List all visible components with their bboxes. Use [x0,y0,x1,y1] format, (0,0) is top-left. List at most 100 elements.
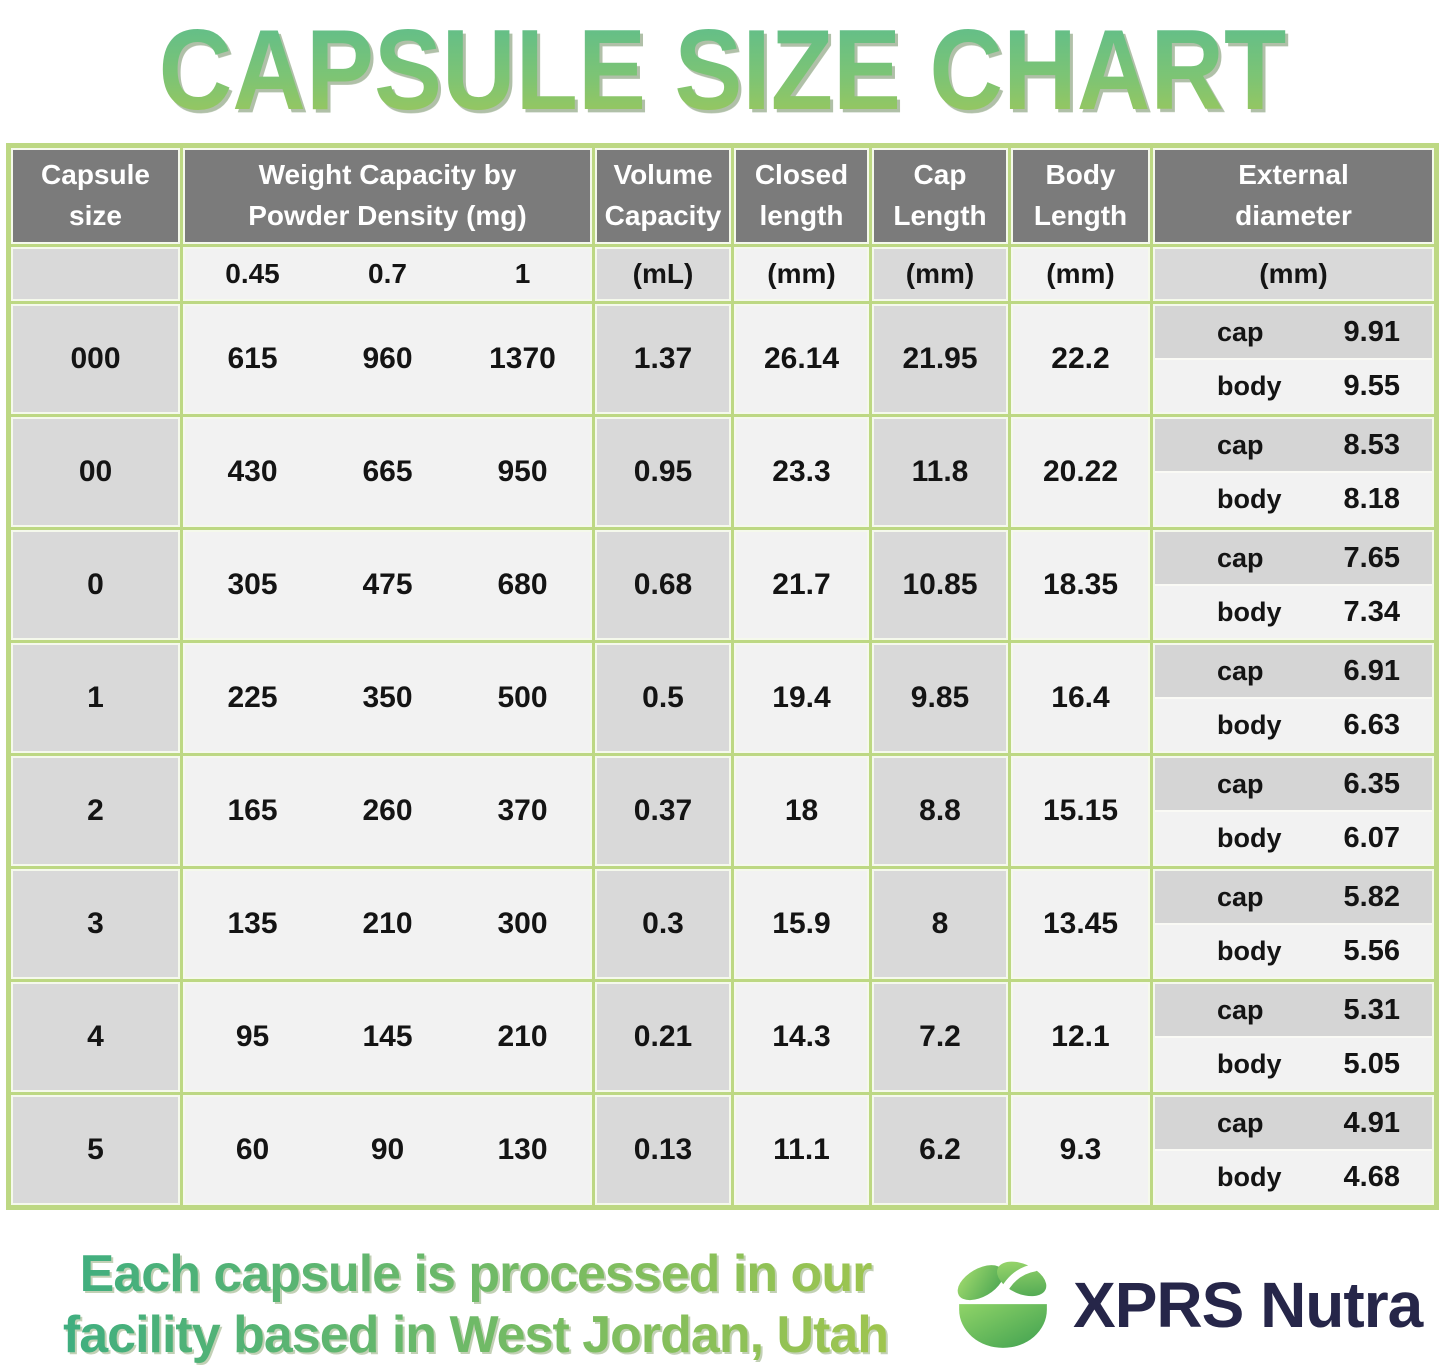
external-cap-subcell: cap 5.31 [1155,984,1432,1038]
cap-length-cell: 21.95 [874,306,1006,412]
volume-value: 0.95 [633,455,693,488]
brand-logo: XPRS Nutra [947,1249,1423,1361]
unit-external-diameter-label: (mm) [1259,258,1328,289]
external-body-value: 6.07 [1343,821,1400,854]
body-label: body [1217,709,1282,740]
brand-name: XPRS Nutra [1073,1269,1423,1342]
external-body-value: 8.18 [1343,482,1400,515]
volume-capacity-cell: 0.5 [597,645,729,751]
capsule-size-cell: 3 [13,871,178,977]
body-length-cell: 13.45 [1013,871,1148,977]
weight-07-value: 350 [362,681,413,714]
density-07: 0.7 [368,258,407,289]
capsule-size-cell: 2 [13,758,178,864]
closed-length-value: 19.4 [772,681,831,714]
external-cap-value: 6.35 [1343,767,1400,800]
cap-length-cell: 8.8 [874,758,1006,864]
unit-capsule-size-empty [13,249,178,299]
volume-value: 0.3 [642,907,684,940]
body-label: body [1217,596,1282,627]
unit-cap-length: (mm) [874,249,1006,299]
tagline: Each capsule is processed in our facilit… [18,1244,933,1367]
body-length-value: 12.1 [1051,1020,1110,1053]
capsule-size-cell: 0 [13,532,178,638]
weight-045-value: 225 [227,681,278,714]
weight-1-value: 210 [497,1020,548,1053]
volume-capacity-cell: 0.37 [597,758,729,864]
weight-07-value: 145 [362,1020,413,1053]
volume-value: 0.5 [642,681,684,714]
volume-capacity-cell: 0.21 [597,984,729,1090]
external-diameter-cell: cap 6.91 body 6.63 [1155,645,1432,751]
body-length-cell: 12.1 [1013,984,1148,1090]
unit-cap-length-label: (mm) [905,258,975,289]
tagline-line-2: facility based in West Jordan, Utah [62,1306,889,1365]
body-length-cell: 9.3 [1013,1097,1148,1203]
unit-volume-label: (mL) [632,258,694,289]
table-unit-row: 0.45 0.7 1 (mL) (mm) (mm) (mm) (mm) [13,249,1432,299]
closed-length-cell: 18 [736,758,867,864]
external-diameter-cell: cap 5.82 body 5.56 [1155,871,1432,977]
cap-length-cell: 8 [874,871,1006,977]
external-cap-subcell: cap 5.82 [1155,871,1432,925]
external-body-subcell: body 6.63 [1155,699,1432,751]
closed-length-value: 26.14 [763,342,840,375]
capsule-size-value: 0 [87,568,104,601]
cap-length-value: 21.95 [902,342,978,375]
header-body-length: Body Length [1013,150,1148,242]
cap-label: cap [1217,542,1264,573]
volume-value: 0.21 [633,1020,693,1053]
closed-length-cell: 11.1 [736,1097,867,1203]
header-closed-length-label: Closed length [754,159,849,231]
header-weight-capacity: Weight Capacity by Powder Density (mg) [185,150,590,242]
body-label: body [1217,935,1282,966]
header-cap-length-label: Cap Length [893,159,987,231]
body-label: body [1217,483,1282,514]
cap-length-value: 9.85 [910,681,970,714]
weight-045-value: 305 [227,568,278,601]
external-body-subcell: body 5.56 [1155,925,1432,977]
cap-length-value: 7.2 [919,1020,961,1053]
cap-length-cell: 10.85 [874,532,1006,638]
external-body-subcell: body 6.07 [1155,812,1432,864]
header-external-diameter: External diameter [1155,150,1432,242]
cap-length-value: 6.2 [919,1133,961,1166]
body-length-value: 15.15 [1042,794,1119,827]
body-length-value: 22.2 [1051,342,1110,375]
body-length-value: 16.4 [1051,681,1110,714]
unit-densities: 0.45 0.7 1 [185,249,590,299]
closed-length-value: 21.7 [772,568,831,601]
external-cap-subcell: cap 6.91 [1155,645,1432,699]
external-body-subcell: body 9.55 [1155,360,1432,412]
cap-label: cap [1217,429,1264,460]
external-cap-value: 9.91 [1343,315,1400,348]
weight-1-value: 370 [497,794,548,827]
weight-045-value: 165 [227,794,278,827]
cap-length-value: 11.8 [911,455,969,488]
weight-07-value: 960 [362,342,413,375]
external-cap-subcell: cap 7.65 [1155,532,1432,586]
body-length-cell: 15.15 [1013,758,1148,864]
body-label: body [1217,1161,1282,1192]
weight-capacity-cell: 305 475 680 [185,532,590,638]
cap-label: cap [1217,994,1264,1025]
cap-label: cap [1217,1107,1264,1138]
external-diameter-cell: cap 9.91 body 9.55 [1155,306,1432,412]
closed-length-cell: 23.3 [736,419,867,525]
weight-045-value: 60 [235,1133,270,1166]
weight-045-value: 430 [227,455,278,488]
external-body-subcell: body 4.68 [1155,1151,1432,1203]
external-cap-value: 5.31 [1343,993,1400,1026]
cap-length-cell: 6.2 [874,1097,1006,1203]
weight-07-value: 665 [362,455,413,488]
cap-length-cell: 7.2 [874,984,1006,1090]
external-body-value: 9.55 [1343,369,1400,402]
volume-capacity-cell: 0.13 [597,1097,729,1203]
closed-length-value: 11.1 [773,1133,830,1166]
body-length-value: 13.45 [1042,907,1119,940]
body-length-value: 20.22 [1042,455,1119,488]
unit-volume: (mL) [597,249,729,299]
weight-capacity-cell: 60 90 130 [185,1097,590,1203]
closed-length-cell: 26.14 [736,306,867,412]
density-045: 0.45 [225,258,280,289]
